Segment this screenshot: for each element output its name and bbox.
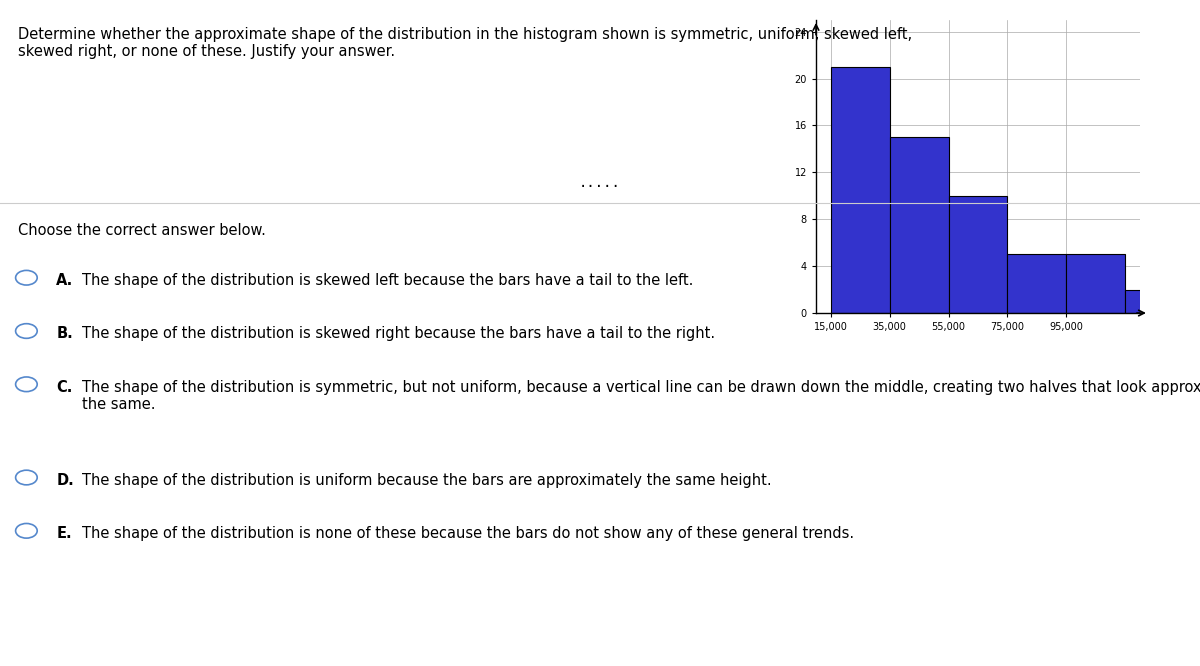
Text: Determine whether the approximate shape of the distribution in the histogram sho: Determine whether the approximate shape …: [18, 27, 912, 59]
Text: A.: A.: [56, 273, 73, 288]
Bar: [1126, 290, 1184, 313]
Text: The shape of the distribution is uniform because the bars are approximately the : The shape of the distribution is uniform…: [82, 473, 772, 488]
Text: The shape of the distribution is skewed right because the bars have a tail to th: The shape of the distribution is skewed …: [82, 326, 715, 342]
Text: .....: .....: [580, 176, 620, 190]
Bar: [1008, 254, 1067, 313]
Text: B.: B.: [56, 326, 73, 342]
Text: The shape of the distribution is none of these because the bars do not show any : The shape of the distribution is none of…: [82, 526, 853, 541]
Text: C.: C.: [56, 380, 73, 395]
Bar: [889, 137, 948, 313]
Text: D.: D.: [56, 473, 74, 488]
Bar: [830, 67, 889, 313]
Bar: [1067, 254, 1126, 313]
Text: Choose the correct answer below.: Choose the correct answer below.: [18, 223, 266, 238]
Bar: [948, 196, 1008, 313]
Text: E.: E.: [56, 526, 72, 541]
Text: The shape of the distribution is skewed left because the bars have a tail to the: The shape of the distribution is skewed …: [82, 273, 692, 288]
Text: The shape of the distribution is symmetric, but not uniform, because a vertical : The shape of the distribution is symmetr…: [82, 380, 1200, 412]
